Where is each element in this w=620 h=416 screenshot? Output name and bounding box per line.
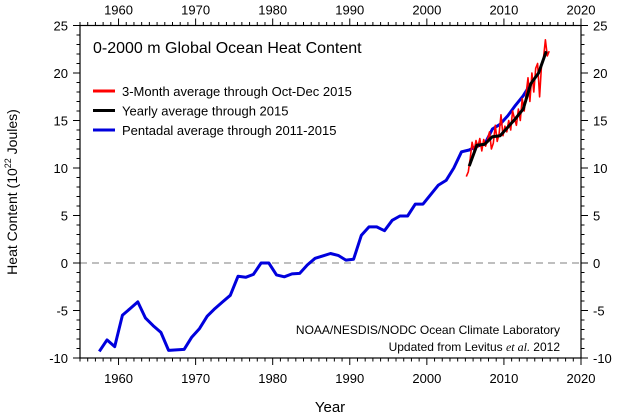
y-label-text: Heat Content (10 (4, 168, 20, 275)
y-tick-label: 10 (54, 161, 68, 176)
x-tick-label: 1960 (104, 371, 133, 386)
x-tick-label-top: 1990 (335, 3, 364, 18)
chart-title: 0-2000 m Global Ocean Heat Content (93, 40, 362, 57)
x-tick-label-top: 2000 (412, 3, 441, 18)
y-tick-label-right: 20 (593, 66, 607, 81)
plot-frame (79, 24, 582, 359)
series-line-2 (467, 50, 548, 167)
credit-text: Updated from Levitus (389, 340, 506, 354)
y-tick-label-right: 25 (593, 19, 607, 34)
y-tick-label: 15 (54, 114, 68, 129)
credit-line-2: Updated from Levitus et al. 2012 (389, 340, 561, 354)
series-line-0 (98, 82, 533, 353)
y-tick-label: 0 (61, 256, 68, 271)
y-axis-label: Heat Content (1022 Joules) (3, 109, 20, 275)
x-tick-label: 2020 (567, 371, 596, 386)
y-label-exponent: 22 (3, 158, 13, 168)
x-tick-label: 1980 (258, 371, 287, 386)
x-axis-label: Year (315, 399, 345, 416)
y-tick-label: 5 (61, 209, 68, 224)
y-tick-label-right: -5 (593, 304, 605, 319)
y-tick-label-right: 0 (593, 256, 600, 271)
credit-line-1: NOAA/NESDIS/NODC Ocean Climate Laborator… (296, 323, 560, 337)
y-tick-label: -5 (56, 304, 68, 319)
credit-year: 2012 (530, 340, 560, 354)
y-tick-label-right: 15 (593, 114, 607, 129)
y-tick-label: 25 (54, 19, 68, 34)
legend-label: Yearly average through 2015 (122, 104, 288, 119)
x-tick-label-top: 2020 (567, 3, 596, 18)
series-line-1 (465, 38, 550, 177)
x-tick-label-top: 1970 (181, 3, 210, 18)
x-tick-label-top: 1960 (104, 3, 133, 18)
y-tick-label: -10 (49, 351, 68, 366)
y-tick-label: 20 (54, 66, 68, 81)
y-tick-label-right: 5 (593, 209, 600, 224)
x-tick-label: 2010 (489, 371, 518, 386)
credit-etal: et al. (506, 340, 530, 354)
legend-label: 3-Month average through Oct-Dec 2015 (122, 84, 352, 99)
y-tick-label-right: -10 (593, 351, 612, 366)
x-tick-label: 1970 (181, 371, 210, 386)
x-tick-label: 1990 (335, 371, 364, 386)
y-tick-label-right: 10 (593, 161, 607, 176)
legend-label: Pentadal average through 2011-2015 (122, 123, 336, 138)
x-tick-label-top: 2010 (489, 3, 518, 18)
x-tick-label: 2000 (412, 371, 441, 386)
x-tick-label-top: 1980 (258, 3, 287, 18)
y-label-unit: Joules) (4, 109, 20, 158)
